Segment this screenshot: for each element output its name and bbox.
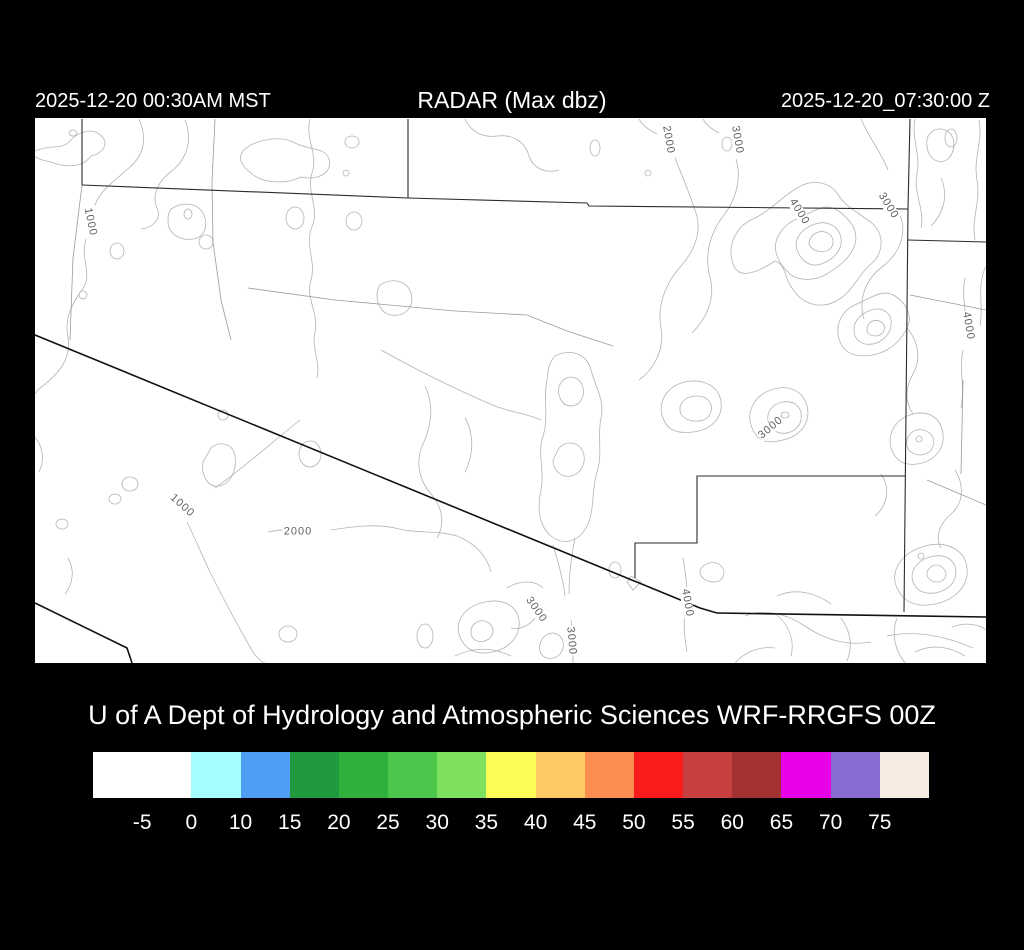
colorbar-segment [338, 752, 389, 798]
colorbar-tick: 45 [573, 811, 597, 834]
state-boundary-lines [81, 118, 986, 613]
colorbar-tick: 75 [868, 811, 892, 834]
colorbar-segment [93, 752, 143, 798]
colorbar-segment [388, 752, 438, 798]
radar-map: 1000 2000 3000 4000 3000 4000 3000 1000 2000 3000… [35, 118, 986, 663]
colorbar-segment [732, 752, 782, 798]
colorbar-tick: 25 [376, 811, 400, 834]
colorbar-segment [289, 752, 339, 798]
colorbar-tick: 15 [278, 811, 302, 834]
elevation-label: 3000 [564, 625, 579, 657]
timestamp-utc: 2025-12-20_07:30:00 Z [780, 90, 990, 112]
colorbar-segment [486, 752, 536, 798]
county-boundary-lines [69, 118, 986, 506]
colorbar-segment [191, 752, 241, 798]
colorbar-tick: 50 [622, 811, 646, 834]
colorbar-segment [535, 752, 585, 798]
colorbar-tick: 0 [185, 811, 198, 834]
colorbar-tick: 20 [327, 811, 351, 834]
timestamp-local: 2025-12-20 00:30AM MST [35, 90, 271, 112]
colorbar-tick: 55 [671, 811, 695, 834]
dbz-colorbar [93, 752, 929, 798]
colorbar-tick: -5 [132, 811, 152, 834]
colorbar-segment [584, 752, 634, 798]
colorbar-segment [879, 752, 929, 798]
colorbar-segment [683, 752, 733, 798]
colorbar-tick: 10 [228, 811, 253, 834]
colorbar-tick: 65 [769, 811, 794, 834]
colorbar-tick: 30 [425, 811, 449, 834]
colorbar-tick: 40 [523, 811, 548, 834]
terrain-contour-canvas [35, 118, 986, 663]
colorbar-segment [240, 752, 290, 798]
colorbar-tick: 70 [818, 811, 843, 834]
colorbar-tick-labels: -5 0 10 15 20 25 30 35 40 45 50 55 60 65 70 75 [0, 811, 1024, 837]
footer-caption: U of A Dept of Hydrology and Atmospheric… [88, 700, 936, 730]
colorbar-segment [142, 752, 192, 798]
colorbar-segment [437, 752, 487, 798]
elevation-label: 2000 [282, 525, 314, 538]
colorbar-segment [781, 752, 831, 798]
colorbar-tick: 60 [720, 811, 744, 834]
colorbar-segment [830, 752, 880, 798]
colorbar-tick: 35 [474, 811, 499, 834]
colorbar-segment [633, 752, 684, 798]
plot-title: RADAR (Max dbz) [417, 87, 607, 113]
